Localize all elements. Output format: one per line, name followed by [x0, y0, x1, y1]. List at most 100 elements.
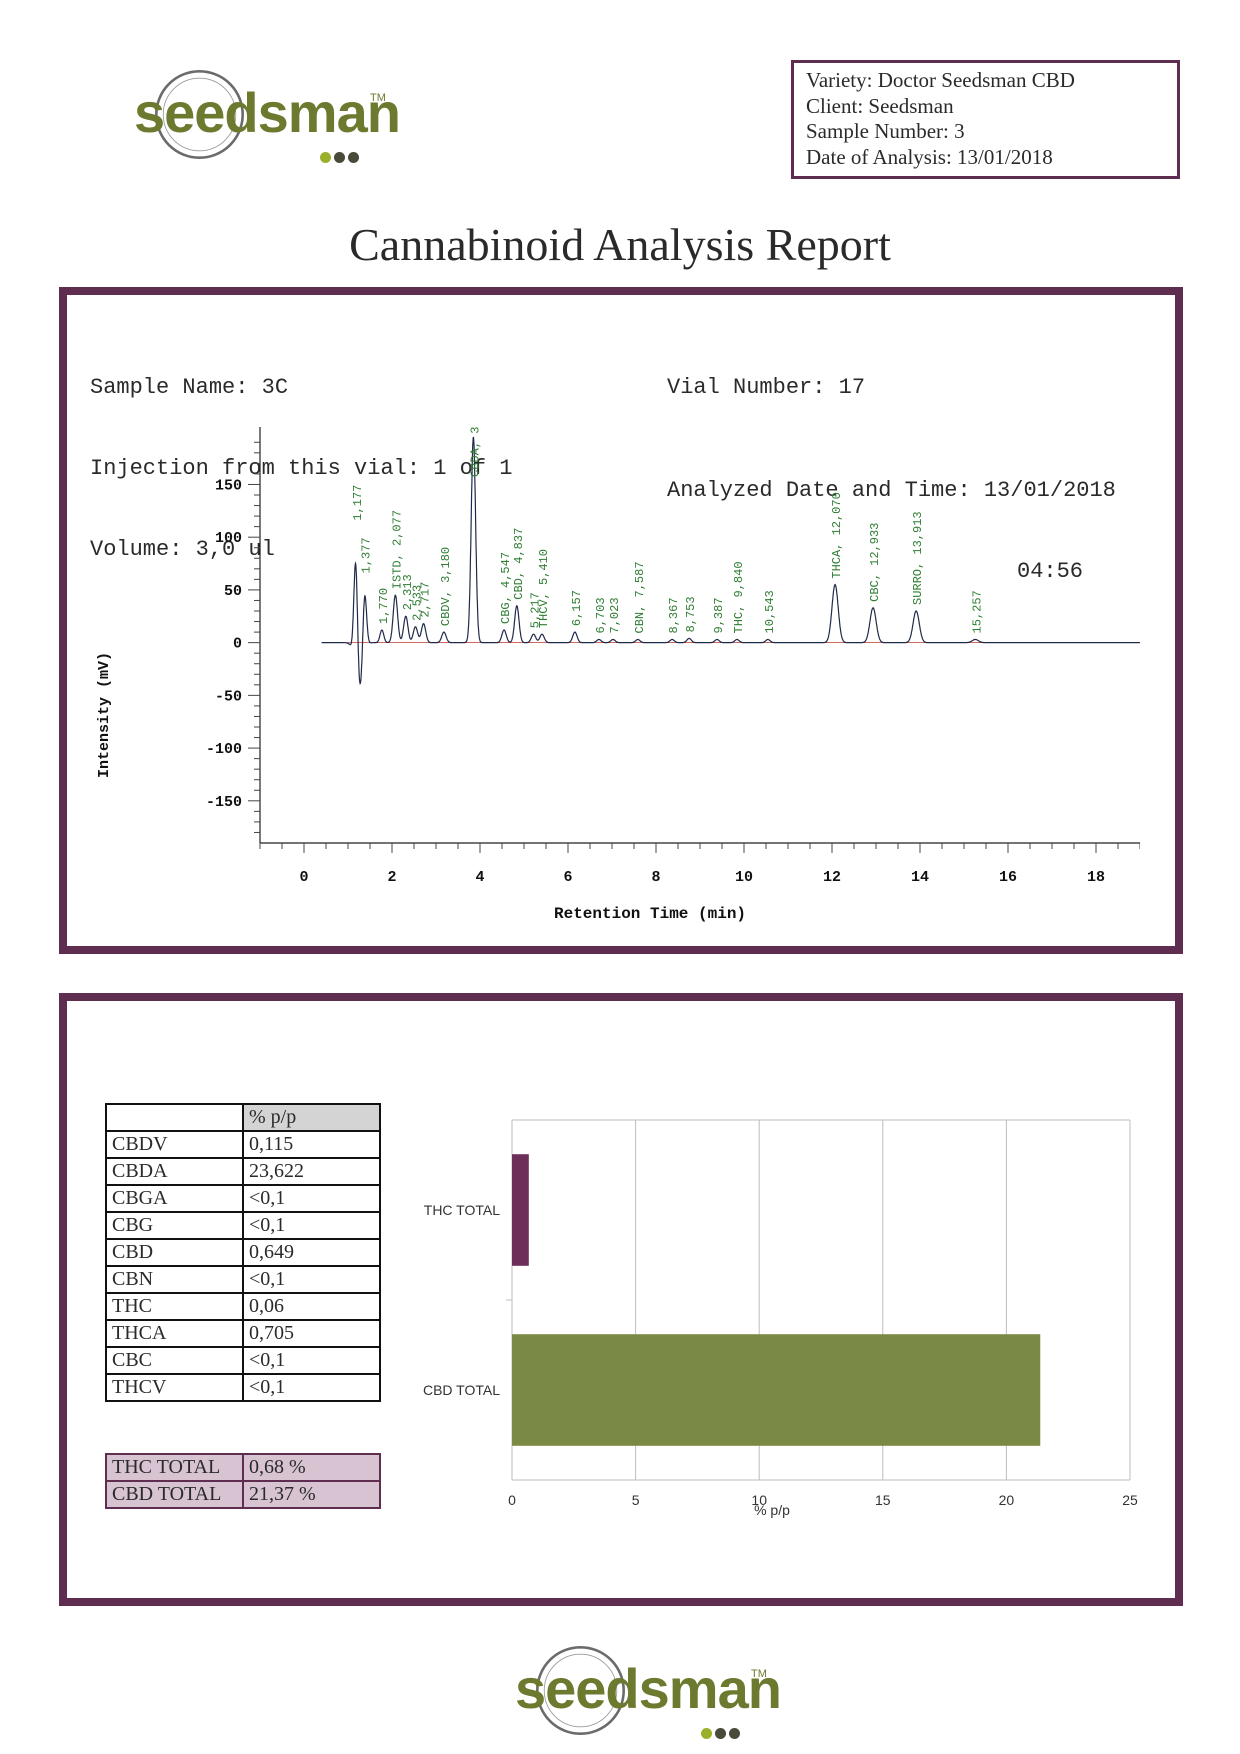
chromatogram-y-label: Intensity (mV): [96, 652, 113, 778]
sample-details-right: Vial Number: 17 Analyzed Date and Time: …: [667, 320, 1116, 612]
x-tick-label: 12: [823, 869, 841, 886]
injection-text: Injection from this vial: 1 of 1: [90, 456, 513, 481]
bar-x-tick-label: 25: [1122, 1492, 1138, 1508]
peak-label: 10,543: [763, 590, 777, 633]
totals-name: CBD TOTAL: [105, 1480, 244, 1509]
vial-number: Vial Number: 17: [667, 375, 866, 400]
totals-value: 0,68 %: [242, 1453, 381, 1482]
x-tick-label: 4: [475, 869, 484, 886]
x-tick-label: 8: [651, 869, 660, 886]
row-compound: CBC: [105, 1346, 244, 1375]
peak-label: 9,387: [712, 597, 726, 633]
chromatogram-x-label: Retention Time (min): [554, 905, 746, 923]
row-compound: CBD: [105, 1238, 244, 1267]
chromatogram-panel: [59, 287, 1183, 954]
table-row: CBC <0,1: [105, 1346, 381, 1375]
peak-label: CBDA, 3,850: [468, 425, 482, 477]
y-tick-label: 50: [224, 583, 242, 600]
table-header-unit: % p/p: [242, 1103, 381, 1132]
y-tick-label: 0: [233, 636, 242, 653]
y-tick-label: -50: [215, 688, 242, 705]
peak-label: THCA, 12,070: [830, 492, 844, 578]
report-title: Cannabinoid Analysis Report: [349, 219, 891, 270]
table-row: CBN <0,1: [105, 1265, 381, 1294]
table-row: CBDA 23,622: [105, 1157, 381, 1186]
row-compound: CBDA: [105, 1157, 244, 1186]
peak-label: CBG, 4,547: [499, 552, 513, 624]
bar-x-tick-label: 15: [875, 1492, 891, 1508]
row-compound: CBN: [105, 1265, 244, 1294]
bar-category-label: CBD TOTAL: [423, 1382, 500, 1398]
peak-label: 1,377: [360, 537, 374, 573]
results-table: % p/p CBDV 0,115 CBDA 23,622 CBGA <0,1 CBG <0,1…: [105, 1103, 381, 1402]
peak-label: 6,703: [594, 597, 608, 633]
sample-details-left: Sample Name: 3C Injection from this vial…: [90, 320, 512, 590]
analyzed-date: Analyzed Date and Time: 13/01/2018: [667, 478, 1116, 503]
seal-icon: [155, 70, 244, 159]
analyzed-time: 04:56: [1017, 559, 1084, 584]
bar: [512, 1334, 1041, 1446]
peak-label: 15,257: [970, 590, 984, 633]
totals-name: THC TOTAL: [105, 1453, 244, 1482]
x-tick-label: 6: [563, 869, 572, 886]
row-value: 0,06: [242, 1292, 381, 1321]
totals-value: 21,37 %: [242, 1480, 381, 1509]
seedsman-logo-bottom: seedsman TM: [507, 1638, 807, 1748]
peak-label: CBC, 12,933: [868, 523, 882, 602]
y-tick-label: 150: [215, 477, 242, 494]
bar-x-tick-label: 10: [751, 1492, 767, 1508]
totals-row: CBD TOTAL 21,37 %: [105, 1480, 381, 1509]
x-tick-label: 14: [911, 869, 929, 886]
chromatogram-chart: Intensity (mV) Retention Time (min) 150 1…: [96, 425, 1140, 923]
peak-label: 2,717: [419, 582, 433, 618]
peak-label: THCV, 5,410: [537, 549, 551, 628]
bar: [512, 1154, 529, 1266]
bar-x-tick-label: 20: [999, 1492, 1015, 1508]
bar-x-tick-label: 5: [632, 1492, 640, 1508]
peak-label: THC, 9,840: [732, 561, 746, 633]
y-tick-label: -150: [206, 794, 242, 811]
table-header-blank: [105, 1103, 244, 1132]
peak-label: 2,313: [401, 574, 415, 610]
table-row: THCA 0,705: [105, 1319, 381, 1348]
logo-dots: [701, 1726, 743, 1744]
row-compound: THC: [105, 1292, 244, 1321]
logo-dots: [320, 150, 362, 168]
chromatogram-trace: [321, 436, 1140, 685]
x-tick-label: 10: [735, 869, 753, 886]
peak-label: CBD, 4,837: [512, 528, 526, 600]
y-tick-label: 100: [215, 530, 242, 547]
seal-icon: [536, 1646, 625, 1735]
y-tick-label: -100: [206, 741, 242, 758]
bar-category-label: THC TOTAL: [424, 1202, 500, 1218]
peak-label: 8,753: [684, 596, 698, 632]
table-row: THC 0,06: [105, 1292, 381, 1321]
table-row: CBDV 0,115: [105, 1130, 381, 1159]
table-row: THCV <0,1: [105, 1373, 381, 1402]
logo-tm: TM: [751, 1668, 767, 1680]
totals-bar-chart: % p/p 0 5 10 15 20 25 THC TOTAL CBD TOTAL: [423, 1119, 1138, 1518]
volume-text: Volume: 3,0 ul: [90, 537, 275, 562]
sample-number-text: Sample Number: 3: [806, 119, 965, 143]
row-value: <0,1: [242, 1373, 381, 1402]
peak-label: 1,177: [351, 485, 365, 521]
peak-label: 7,023: [608, 597, 622, 633]
x-tick-label: 0: [299, 869, 308, 886]
row-value: <0,1: [242, 1265, 381, 1294]
table-row: CBG <0,1: [105, 1211, 381, 1240]
peak-label: ISTD, 2,077: [390, 510, 404, 589]
seedsman-logo-top: seedsman TM: [126, 62, 426, 172]
row-value: 0,115: [242, 1130, 381, 1159]
row-compound: CBDV: [105, 1130, 244, 1159]
row-compound: CBG: [105, 1211, 244, 1240]
row-compound: THCV: [105, 1373, 244, 1402]
logo-tm: TM: [370, 92, 386, 104]
variety-text: Variety: Doctor Seedsman CBD: [806, 68, 1075, 92]
peak-label: SURRO, 13,913: [911, 511, 925, 605]
peak-label: CBDV, 3,180: [439, 547, 453, 626]
bar-chart-x-label: % p/p: [754, 1502, 790, 1518]
x-tick-label: 2: [387, 869, 396, 886]
sample-name: Sample Name: 3C: [90, 375, 289, 400]
results-panel: [59, 993, 1183, 1606]
peak-label: 2,533: [410, 585, 424, 621]
